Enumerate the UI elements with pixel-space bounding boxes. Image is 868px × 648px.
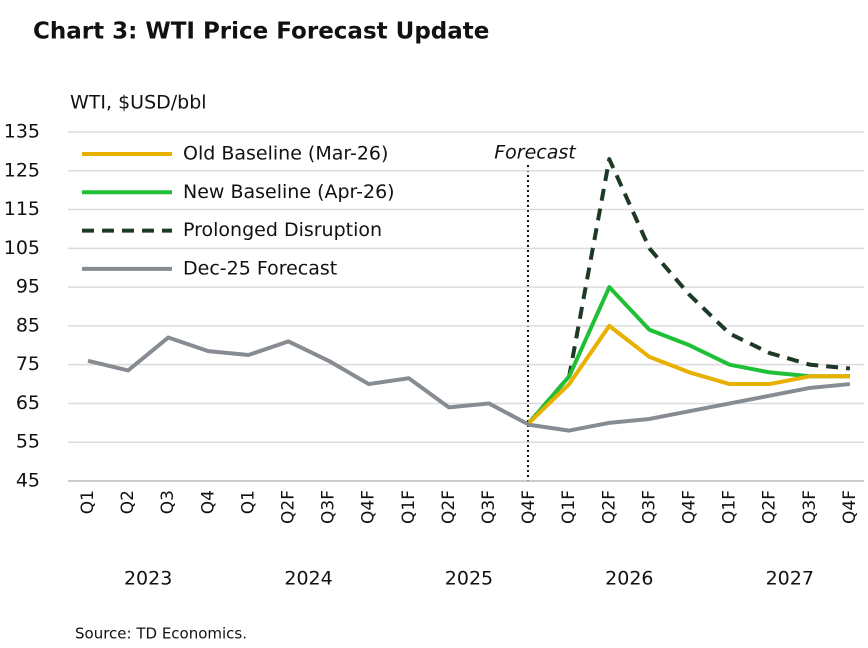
y-tick-label: 85 [16, 314, 40, 336]
x-tick-label: Q2 [118, 490, 138, 514]
x-tick-label: Q4F [840, 490, 860, 524]
year-label: 2024 [284, 568, 332, 590]
y-tick-label: 75 [16, 353, 40, 375]
x-tick-label: Q3F [319, 490, 339, 524]
series-line [87, 335, 851, 433]
y-tick-label: 115 [4, 198, 40, 220]
chart-title: Chart 3: WTI Price Forecast Update [33, 19, 489, 45]
forecast-annotation: Forecast [494, 142, 577, 164]
legend-label: New Baseline (Apr-26) [183, 181, 395, 203]
legend-label: Prolonged Disruption [183, 219, 382, 241]
series-line [527, 285, 850, 425]
x-tick-label: Q2F [279, 490, 299, 524]
x-tick-label: Q1 [78, 490, 98, 514]
x-tick-label: Q4 [198, 490, 218, 514]
x-tick-label: Q3F [800, 490, 820, 524]
x-tick-label: Q2F [439, 490, 459, 524]
y-tick-label: 45 [16, 470, 40, 492]
x-tick-label: Q4F [680, 490, 700, 524]
y-tick-label: 65 [16, 392, 40, 414]
y-tick-label: 135 [4, 121, 40, 143]
series-line [527, 323, 850, 425]
y-tick-label: 105 [4, 237, 40, 259]
x-tick-label: Q1F [399, 490, 419, 524]
legend-label: Dec-25 Forecast [183, 257, 337, 279]
year-label: 2027 [766, 568, 814, 590]
legend-label: Old Baseline (Mar-26) [183, 143, 388, 165]
x-tick-label: Q3F [479, 490, 499, 524]
y-tick-label: 95 [16, 276, 40, 298]
x-tick-label: Q1 [238, 490, 258, 514]
x-tick-label: Q3F [639, 490, 659, 524]
y-axis-label: WTI, $USD/bbl [70, 92, 207, 114]
y-tick-label: 55 [16, 431, 40, 453]
source: Source: TD Economics. [75, 625, 247, 643]
x-tick-label: Q1F [559, 490, 579, 524]
x-tick-label: Q4F [359, 490, 379, 524]
x-tick-label: Q2F [760, 490, 780, 524]
year-label: 2025 [445, 568, 493, 590]
year-label: 2023 [124, 568, 172, 590]
x-tick-label: Q4F [519, 490, 539, 524]
series-line [527, 157, 851, 425]
year-label: 2026 [605, 568, 653, 590]
x-tick-label: Q1F [720, 490, 740, 524]
x-tick-label: Q3 [158, 490, 178, 514]
y-tick-label: 125 [4, 159, 40, 181]
x-tick-label: Q2F [599, 490, 619, 524]
